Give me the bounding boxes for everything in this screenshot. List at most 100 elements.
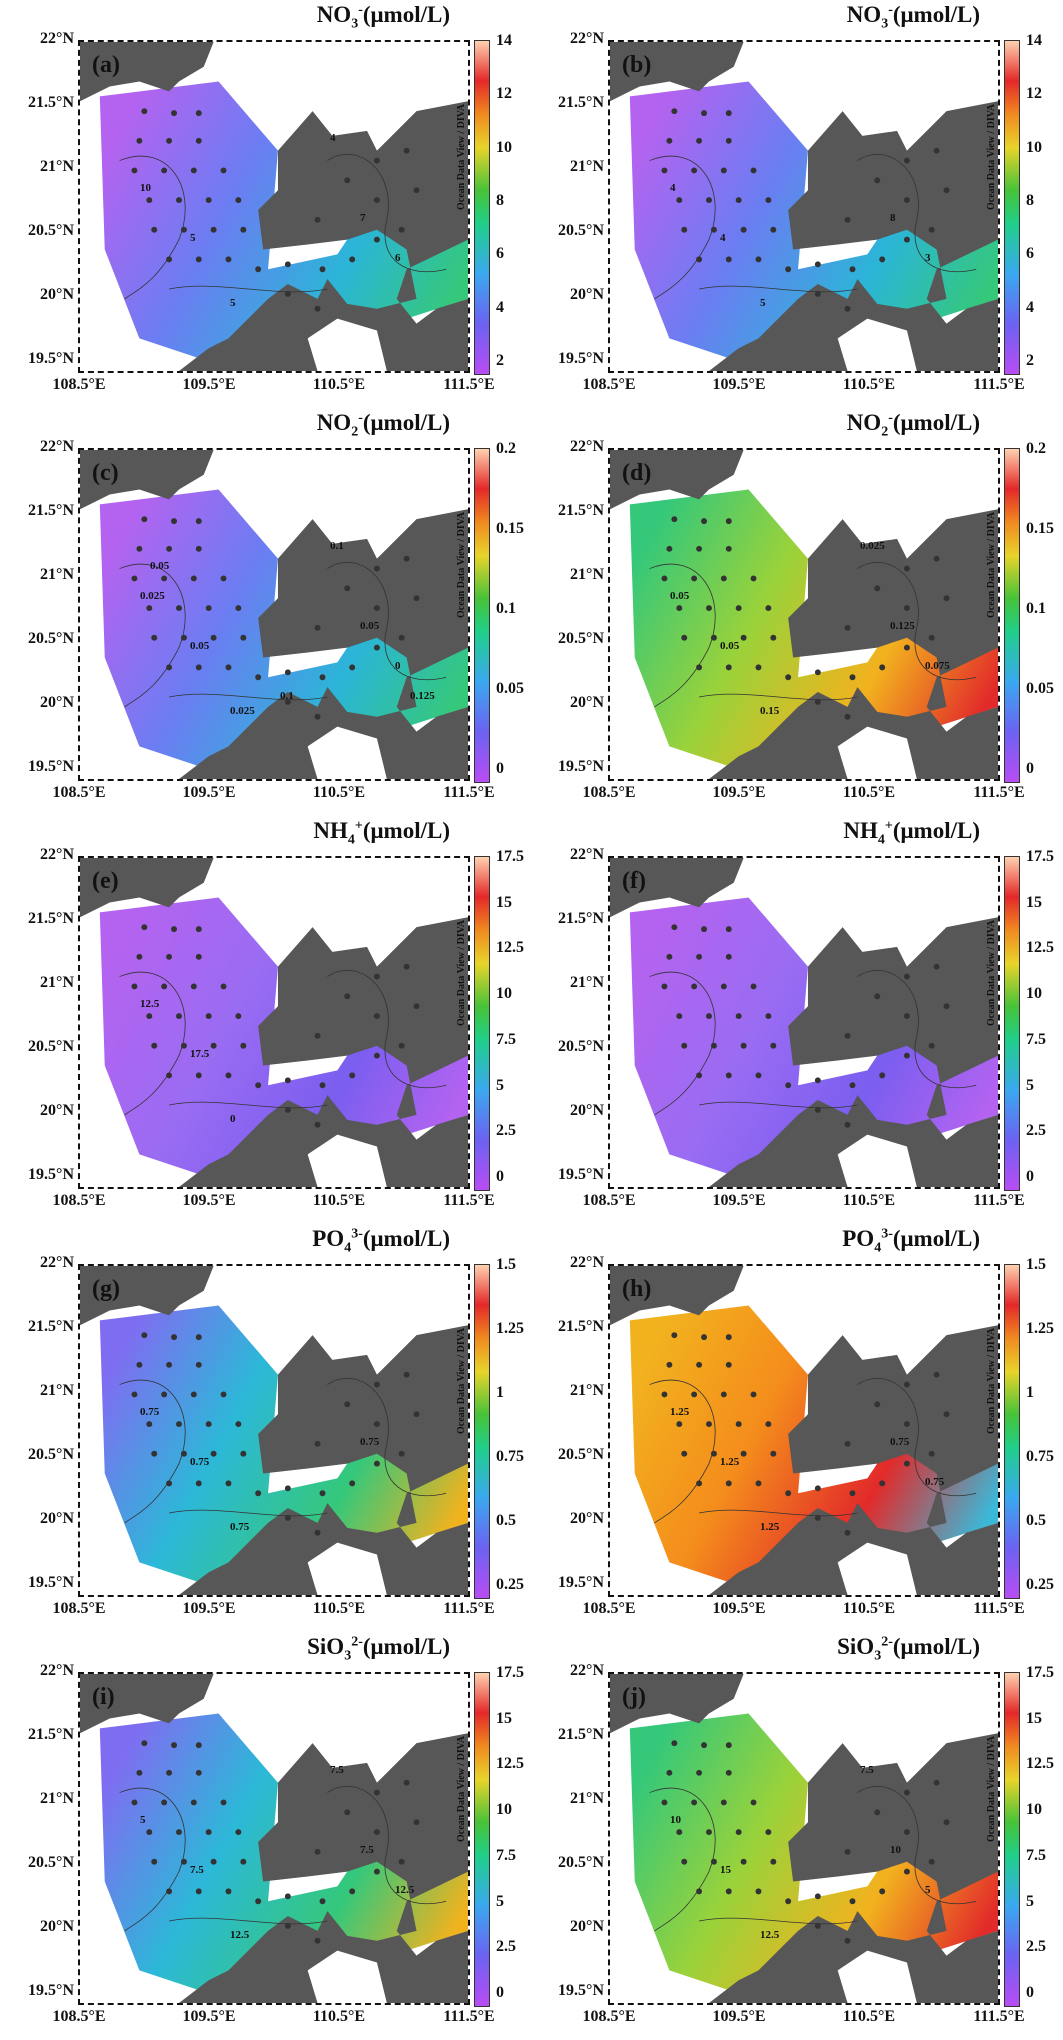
latitude-tick: 20.5°N	[558, 222, 604, 239]
longitude-tick: 108.5°E	[52, 2008, 106, 2025]
panel-title: PO43-(μmol/L)	[312, 1226, 450, 1256]
contour-map: 1.25 1.25 1.25 0.75 0.75	[608, 1264, 1000, 1597]
contour-label: 17.5	[190, 1048, 210, 1060]
colorbar-tick: 2.5	[496, 1938, 516, 1956]
latitude-tick: 20.5°N	[28, 1854, 74, 1871]
colorbar-tick: 0.25	[496, 1576, 524, 1593]
contour-map: 4 4 5 8 3	[608, 40, 1000, 373]
panel-label: (j)	[622, 1684, 646, 1710]
latitude-tick: 21.5°N	[28, 1726, 74, 1743]
latitude-tick: 22°N	[40, 438, 74, 455]
colorbar-caption: Ocean Data View / DIVA	[986, 920, 997, 1026]
longitude-tick: 109.5°E	[712, 1600, 766, 1617]
latitude-tick: 21.5°N	[28, 502, 74, 519]
panel-label: (d)	[622, 460, 652, 486]
latitude-tick: 19.5°N	[28, 1574, 74, 1591]
colorbar-tick: 0	[1026, 760, 1034, 777]
longitude-tick: 109.5°E	[712, 2008, 766, 2025]
map-panel: NH4+(μmol/L) 22°N 21.5°N 21°N 20.5°N 20°N 19.5…	[530, 816, 1054, 1221]
contour-label: 0.075	[925, 660, 950, 672]
colorbar-tick: 2	[496, 352, 504, 369]
colorbar	[474, 1264, 490, 1599]
latitude-tick: 20°N	[570, 694, 604, 711]
colorbar-tick: 0.05	[1026, 680, 1054, 697]
latitude-tick: 21.5°N	[28, 94, 74, 111]
colorbar-tick: 7.5	[496, 1030, 516, 1048]
colorbar	[474, 40, 490, 375]
latitude-tick: 21°N	[570, 566, 604, 583]
contour-label: 0.05	[150, 560, 170, 572]
colorbar-tick: 2.5	[496, 1122, 516, 1140]
latitude-tick: 21.5°N	[28, 910, 74, 927]
colorbar-tick: 17.5	[496, 848, 524, 865]
colorbar-caption: Ocean Data View / DIVA	[456, 104, 467, 210]
contour-label: 0	[395, 660, 401, 672]
panel-label: (g)	[92, 1276, 120, 1302]
colorbar-tick: 1	[496, 1384, 504, 1401]
colorbar-tick: 0.2	[1026, 440, 1046, 457]
colorbar-tick: 0.75	[1026, 1448, 1054, 1465]
contour-label: 4	[720, 232, 726, 244]
latitude-tick: 20°N	[40, 1510, 74, 1527]
contour-label: 7.5	[860, 1764, 874, 1776]
longitude-tick: 109.5°E	[182, 1192, 236, 1209]
contour-label: 0.75	[230, 1521, 250, 1533]
latitude-tick: 21.5°N	[558, 910, 604, 927]
contour-map: 0.05 0.05 0.15 0.125 0.075 0.025	[608, 448, 1000, 781]
latitude-tick: 22°N	[40, 1254, 74, 1271]
contour-map: 10 15 12.5 10 5 7.5	[608, 1672, 1000, 2005]
contour-label: 0.05	[720, 640, 740, 652]
panel-title: PO43-(μmol/L)	[842, 1226, 980, 1256]
colorbar-tick: 0	[1026, 1168, 1034, 1185]
map-panel: NO3-(μmol/L) 22°N 21.5°N 21°N 20.5°N 20°N 19.5…	[0, 0, 520, 405]
panel-label: (a)	[92, 52, 120, 78]
contour-label: 0.05	[670, 590, 690, 602]
colorbar-tick: 5	[1026, 1076, 1034, 1094]
latitude-tick: 22°N	[570, 846, 604, 863]
colorbar-tick: 5	[496, 1892, 504, 1910]
contour-label: 12.5	[140, 998, 160, 1010]
latitude-tick: 19.5°N	[558, 1574, 604, 1591]
contour-label: 12.5	[760, 1929, 780, 1941]
panel-label: (c)	[92, 460, 119, 486]
latitude-tick: 21°N	[40, 566, 74, 583]
colorbar-tick: 1.25	[1026, 1320, 1054, 1337]
latitude-tick: 21°N	[40, 974, 74, 991]
contour-label: 0.75	[190, 1456, 210, 1468]
colorbar-tick: 10	[496, 1801, 512, 1819]
latitude-tick: 20.5°N	[28, 1038, 74, 1055]
contour-label: 10	[890, 1844, 901, 1856]
latitude-tick: 21.5°N	[558, 1726, 604, 1743]
latitude-tick: 20.5°N	[28, 630, 74, 647]
latitude-tick: 19.5°N	[558, 758, 604, 775]
map-panel: NH4+(μmol/L) 22°N 21.5°N 21°N 20.5°N 20°N 19.5…	[0, 816, 524, 1221]
latitude-tick: 20°N	[40, 1102, 74, 1119]
colorbar-tick: 15	[496, 893, 512, 911]
contour-label: 15	[720, 1864, 731, 1876]
colorbar-caption: Ocean Data View / DIVA	[456, 512, 467, 618]
contour-label: 3	[925, 252, 931, 264]
contour-label: 0.125	[890, 620, 915, 632]
longitude-tick: 109.5°E	[712, 784, 766, 801]
colorbar-tick: 0.5	[1026, 1512, 1046, 1529]
latitude-tick: 20.5°N	[558, 1038, 604, 1055]
contour-label: 7.5	[360, 1844, 374, 1856]
longitude-tick: 108.5°E	[52, 1600, 106, 1617]
contour-label: 5	[140, 1814, 146, 1826]
longitude-tick: 110.5°E	[312, 376, 366, 393]
colorbar-tick: 2.5	[1026, 1122, 1046, 1140]
colorbar-tick: 4	[496, 298, 504, 316]
panel-title: NO2-(μmol/L)	[316, 410, 450, 440]
colorbar-tick: 2.5	[1026, 1938, 1046, 1956]
colorbar-tick: 0	[496, 1168, 504, 1185]
longitude-tick: 111.5°E	[973, 376, 1025, 393]
contour-label: 8	[890, 212, 896, 224]
contour-label: 6	[395, 252, 401, 264]
latitude-tick: 22°N	[570, 30, 604, 47]
longitude-tick: 111.5°E	[443, 2008, 495, 2025]
colorbar-tick: 12.5	[1026, 1755, 1054, 1773]
colorbar-tick: 0.75	[496, 1448, 524, 1465]
colorbar	[474, 448, 490, 783]
contour-label: 12.5	[395, 1884, 415, 1896]
colorbar-caption: Ocean Data View / DIVA	[986, 104, 997, 210]
